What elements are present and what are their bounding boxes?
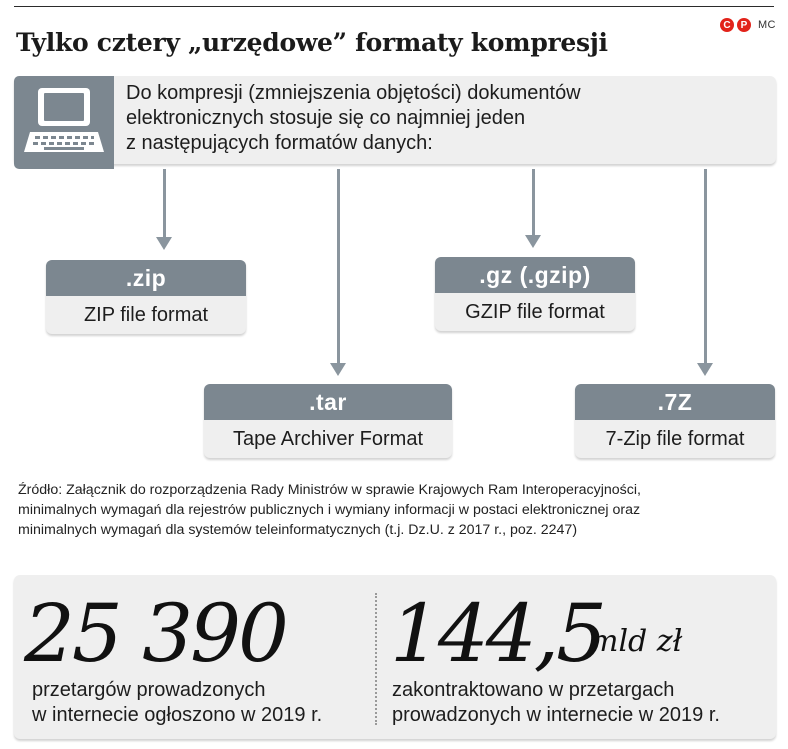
stats-divider	[375, 593, 377, 725]
stat-value-amount: 144,5	[390, 587, 607, 680]
arrowhead-gz	[525, 235, 541, 248]
copyright-logo-c: C	[720, 18, 734, 32]
format-extension: .7Z	[575, 384, 775, 420]
credit-author: MC	[758, 19, 776, 31]
format-box-7z: .7Z 7-Zip file format	[575, 384, 775, 458]
arrowhead-zip	[156, 237, 172, 250]
source-line: Źródło: Załącznik do rozporządzenia Rady…	[18, 482, 641, 498]
arrow-7z	[704, 169, 707, 365]
stat-desc-tenders: przetargów prowadzonych w internecie ogł…	[32, 678, 372, 728]
arrow-gz	[532, 169, 535, 237]
intro-text-line: elektronicznych stosuje się co najmniej …	[126, 107, 526, 129]
format-extension: .tar	[204, 384, 452, 420]
stats-box	[14, 575, 776, 739]
stat-desc-line: zakontraktowano w przetargach	[392, 679, 675, 701]
format-extension: .zip	[46, 260, 246, 296]
format-box-gz: .gz (.gzip) GZIP file format	[435, 257, 635, 331]
stat-value-tenders: 25 390	[24, 587, 289, 680]
arrowhead-tar	[330, 363, 346, 376]
arrow-zip	[163, 169, 166, 239]
arrow-tar	[337, 169, 340, 365]
stat-desc-line: w internecie ogłoszono w 2019 r.	[32, 704, 323, 726]
copyright-logo-p: P	[737, 18, 751, 32]
format-name: 7-Zip file format	[605, 428, 745, 450]
format-extension: .gz (.gzip)	[435, 257, 635, 293]
source-line: minimalnych wymagań dla rejestrów public…	[18, 502, 641, 518]
page-title: Tylko cztery „urzędowe” formaty kompresj…	[16, 28, 608, 57]
top-rule	[14, 6, 774, 7]
credit: C P MC	[720, 18, 776, 32]
computer-icon	[24, 88, 104, 152]
source-note: Źródło: Załącznik do rozporządzenia Rady…	[18, 480, 778, 540]
format-name: GZIP file format	[465, 301, 605, 323]
format-name: ZIP file format	[83, 304, 209, 326]
stat-desc-line: przetargów prowadzonych	[32, 679, 266, 701]
stat-unit-amount: mld zł	[590, 624, 683, 659]
source-line: minimalnych wymagań dla systemów teleinf…	[18, 522, 578, 538]
format-name: Tape Archiver Format	[232, 428, 424, 450]
intro-text-line: z następujących formatów danych:	[126, 132, 433, 154]
stat-desc-amount: zakontraktowano w przetargach prowadzony…	[392, 678, 762, 728]
intro-text-line: Do kompresji (zmniejszenia objętości) do…	[126, 82, 581, 104]
format-box-zip: .zip ZIP file format	[46, 260, 246, 334]
arrowhead-7z	[697, 363, 713, 376]
computer-icon-box	[14, 76, 114, 169]
stat-desc-line: prowadzonych w internecie w 2019 r.	[392, 704, 720, 726]
intro-box	[14, 76, 776, 164]
intro-text: Do kompresji (zmniejszenia objętości) do…	[126, 81, 746, 156]
format-box-tar: .tar Tape Archiver Format	[204, 384, 452, 458]
